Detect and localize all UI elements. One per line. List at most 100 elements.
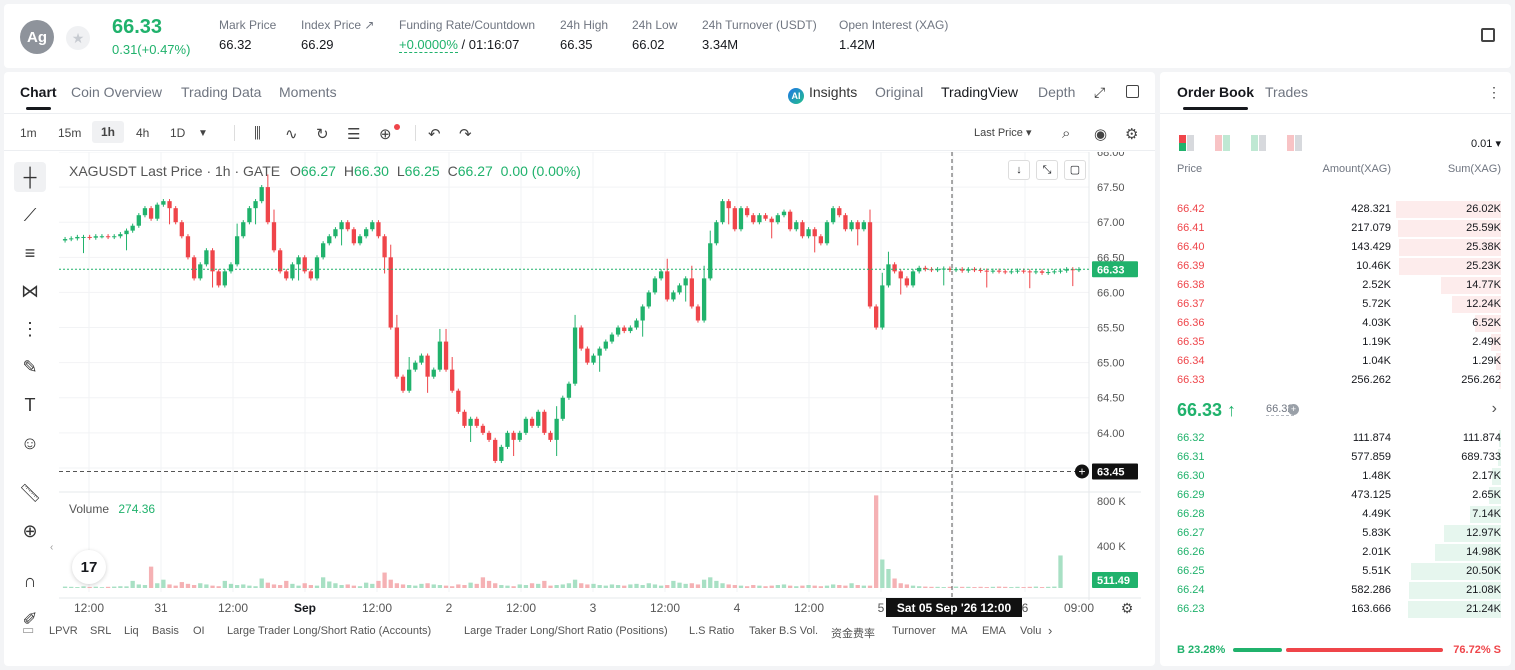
ask-row[interactable]: 66.40 143.429 25.38K bbox=[1160, 238, 1511, 257]
undo-icon[interactable]: ↶ bbox=[428, 126, 441, 143]
brush-tool-icon[interactable]: ✎ bbox=[22, 356, 38, 377]
camera-icon[interactable]: ◉ bbox=[1094, 126, 1108, 143]
lock-drawing-icon[interactable]: ✐ bbox=[22, 608, 38, 629]
ask-row[interactable]: 66.37 5.72K 12.24K bbox=[1160, 295, 1511, 314]
view-original[interactable]: Original bbox=[875, 84, 924, 100]
indicator-funding[interactable]: 资金费率 bbox=[831, 628, 875, 640]
ask-row[interactable]: 66.33 256.262 256.262 bbox=[1160, 371, 1511, 390]
indicator-ltlsr-positions[interactable]: Large Trader Long/Short Ratio (Positions… bbox=[464, 625, 668, 637]
timeframe-1d[interactable]: 1D bbox=[170, 126, 186, 140]
ask-row[interactable]: 66.39 10.46K 25.23K bbox=[1160, 257, 1511, 276]
indicator-taker-vol[interactable]: Taker B.S Vol. bbox=[749, 625, 819, 637]
volume-bar bbox=[327, 581, 332, 588]
ask-row[interactable]: 66.38 2.52K 14.77K bbox=[1160, 276, 1511, 295]
chevron-right-icon[interactable]: › bbox=[1491, 400, 1497, 417]
indicator-turnover[interactable]: Turnover bbox=[892, 625, 936, 637]
prediction-tool-icon[interactable]: ⋮ bbox=[21, 318, 39, 339]
add-alert-icon[interactable]: ⊕ bbox=[379, 126, 392, 143]
ask-row[interactable]: 66.34 1.04K 1.29K bbox=[1160, 352, 1511, 371]
indicator-ls-ratio[interactable]: L.S Ratio bbox=[689, 625, 735, 637]
volume-bar bbox=[345, 584, 350, 588]
timeframe-1m[interactable]: 1m bbox=[20, 126, 37, 140]
fullscreen-icon[interactable] bbox=[1126, 85, 1139, 98]
timeframe-1h[interactable]: 1h bbox=[92, 121, 125, 143]
collapse-toolbar-icon[interactable]: ‹ bbox=[50, 542, 54, 553]
tick-size-select[interactable]: 0.01 ▾ bbox=[1471, 138, 1501, 150]
favorite-star-icon[interactable]: ★ bbox=[66, 26, 90, 50]
crosshair-add-icon[interactable] bbox=[1075, 464, 1089, 479]
insights-button[interactable]: AI Insights bbox=[788, 84, 857, 104]
volume-bar bbox=[388, 579, 393, 588]
candle-type-icon[interactable]: ⫼ bbox=[254, 125, 261, 142]
stat-funding-rate[interactable]: Funding Rate/Countdown +0.0000% / 01:16:0… bbox=[399, 18, 536, 53]
bid-row[interactable]: 66.26 2.01K 14.98K bbox=[1160, 543, 1511, 562]
view-both-icon[interactable] bbox=[1179, 135, 1195, 151]
indicator-scroll-right-icon[interactable]: › bbox=[1048, 623, 1053, 638]
price-chart[interactable]: +68.0067.5067.0066.5066.0065.5065.0064.5… bbox=[59, 152, 1141, 620]
indicator-basis[interactable]: Basis bbox=[152, 625, 179, 637]
search-icon[interactable]: ⌕ bbox=[1062, 125, 1071, 142]
timeframe-4h[interactable]: 4h bbox=[136, 126, 150, 140]
indicator-ma[interactable]: MA bbox=[951, 625, 968, 637]
view-bids-asks-icon[interactable] bbox=[1215, 135, 1231, 151]
bid-row[interactable]: 66.23 163.666 21.24K bbox=[1160, 600, 1511, 619]
indicator-oi[interactable]: OI bbox=[193, 625, 205, 637]
fib-tool-icon[interactable]: ≡ bbox=[24, 242, 36, 263]
view-asks-icon[interactable] bbox=[1287, 135, 1303, 151]
bid-row[interactable]: 66.25 5.51K 20.50K bbox=[1160, 562, 1511, 581]
indicator-ltlsr-accounts[interactable]: Large Trader Long/Short Ratio (Accounts) bbox=[227, 625, 432, 637]
pane-maximize-icon[interactable]: ▢ bbox=[1064, 160, 1086, 180]
guide-book-icon[interactable] bbox=[1481, 28, 1495, 42]
time-axis-settings-icon[interactable]: ⚙ bbox=[1121, 601, 1134, 617]
orderbook-more-icon[interactable]: ⋮ bbox=[1487, 84, 1501, 100]
bid-row[interactable]: 66.31 577.859 689.733 bbox=[1160, 448, 1511, 467]
timeframe-15m[interactable]: 15m bbox=[58, 126, 82, 140]
view-tradingview[interactable]: TradingView bbox=[941, 84, 1019, 100]
bid-row[interactable]: 66.24 582.286 21.08K bbox=[1160, 581, 1511, 600]
expand-icon[interactable]: ⤢ bbox=[1094, 84, 1106, 100]
indicator-icon[interactable]: ▭ bbox=[22, 622, 35, 637]
bid-row[interactable]: 66.29 473.125 2.65K bbox=[1160, 486, 1511, 505]
bid-row[interactable]: 66.32 111.874 111.874 bbox=[1160, 429, 1511, 448]
stat-index-price[interactable]: Index Price ↗ 66.29 bbox=[301, 18, 375, 52]
ask-row[interactable]: 66.35 1.19K 2.49K bbox=[1160, 333, 1511, 352]
emoji-tool-icon[interactable]: ☺ bbox=[20, 432, 40, 453]
tab-trades[interactable]: Trades bbox=[1265, 84, 1309, 100]
redo-icon[interactable]: ↷ bbox=[459, 126, 472, 143]
indicators-icon[interactable]: ∿ bbox=[285, 126, 298, 143]
price-type-select[interactable]: Last Price ▾ bbox=[974, 127, 1032, 139]
bid-row[interactable]: 66.30 1.48K 2.17K bbox=[1160, 467, 1511, 486]
settings-gear-icon[interactable]: ⚙ bbox=[1125, 126, 1139, 143]
tab-trading-data[interactable]: Trading Data bbox=[181, 84, 262, 100]
templates-icon[interactable]: ☰ bbox=[347, 126, 361, 143]
bid-row[interactable]: 66.27 5.83K 12.97K bbox=[1160, 524, 1511, 543]
pattern-tool-icon[interactable]: ⋈ bbox=[21, 280, 39, 301]
tradingview-logo[interactable]: 17 bbox=[72, 550, 106, 584]
bid-row[interactable]: 66.28 4.49K 7.14K bbox=[1160, 505, 1511, 524]
trendline-tool-icon[interactable]: ⟋ bbox=[23, 204, 37, 225]
view-depth[interactable]: Depth bbox=[1038, 84, 1076, 100]
timeframe-dropdown-icon[interactable]: ▼ bbox=[198, 128, 208, 139]
ask-row[interactable]: 66.42 428.321 26.02K bbox=[1160, 200, 1511, 219]
tab-coin-overview[interactable]: Coin Overview bbox=[71, 84, 163, 100]
ask-row[interactable]: 66.41 217.079 25.59K bbox=[1160, 219, 1511, 238]
indicator-ema[interactable]: EMA bbox=[982, 625, 1006, 637]
indicator-liq[interactable]: Liq bbox=[124, 625, 139, 637]
bid-amount: 4.49K bbox=[1362, 508, 1391, 520]
crosshair-tool-icon[interactable]: ┼ bbox=[14, 162, 46, 192]
zoom-tool-icon[interactable]: ⊕ bbox=[22, 520, 38, 541]
text-tool-icon[interactable]: T bbox=[24, 394, 36, 415]
tab-moments[interactable]: Moments bbox=[279, 84, 337, 100]
pane-down-icon[interactable]: ↓ bbox=[1008, 160, 1030, 180]
tab-chart[interactable]: Chart bbox=[20, 84, 57, 110]
pane-collapse-icon[interactable]: ⤡ bbox=[1036, 160, 1058, 180]
tab-order-book[interactable]: Order Book bbox=[1177, 84, 1255, 110]
compare-icon[interactable]: ↻ bbox=[316, 126, 329, 143]
indicator-srl[interactable]: SRL bbox=[90, 625, 112, 637]
ask-row[interactable]: 66.36 4.03K 6.52K bbox=[1160, 314, 1511, 333]
view-bids-icon[interactable] bbox=[1251, 135, 1267, 151]
ruler-tool-icon[interactable]: 📏︎ bbox=[18, 482, 42, 503]
indicator-lpvr[interactable]: LPVR bbox=[49, 625, 78, 637]
magnet-tool-icon[interactable]: ∩ bbox=[23, 570, 37, 591]
indicator-volume[interactable]: Volu bbox=[1020, 625, 1042, 637]
